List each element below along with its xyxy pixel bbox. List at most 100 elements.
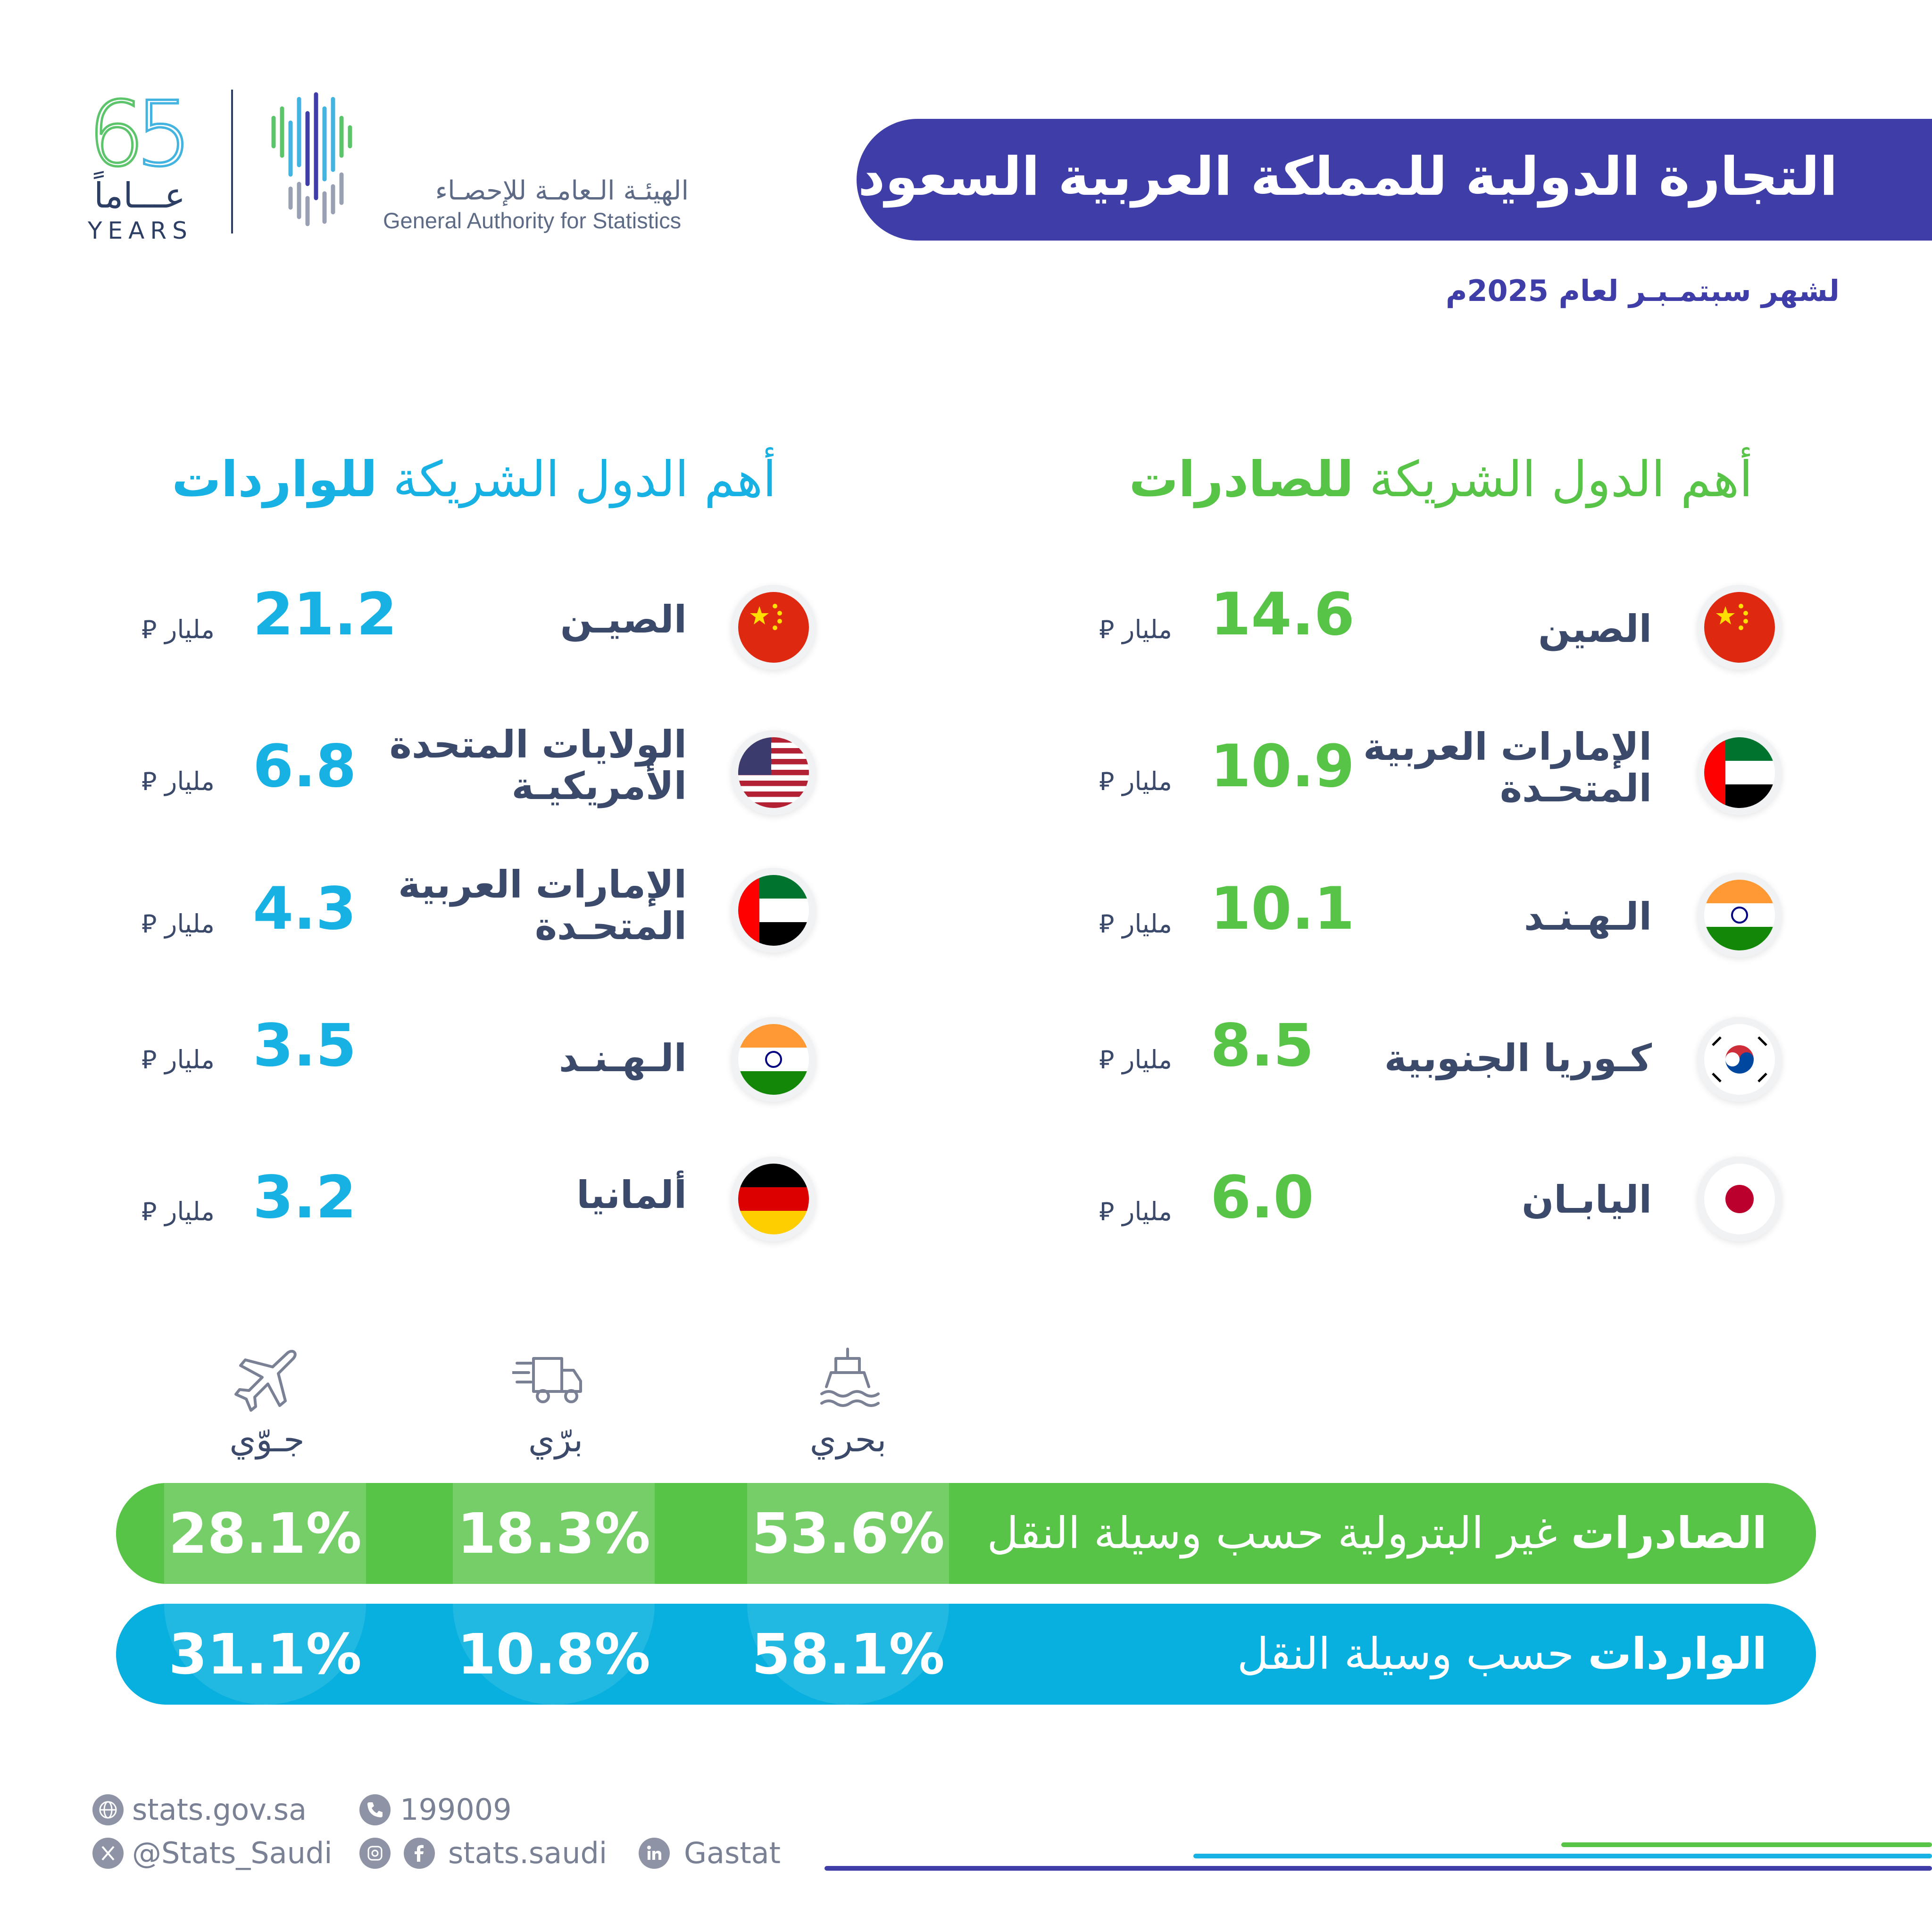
import-value-3: 4.3 xyxy=(253,875,357,943)
export-value-5: 6.0 xyxy=(1210,1164,1314,1232)
export-value-3: 10.1 xyxy=(1210,875,1355,943)
import-country-5: ألمانيا xyxy=(576,1173,687,1217)
plane-icon xyxy=(234,1349,297,1412)
mode-label-land: برّي xyxy=(528,1420,583,1459)
imports-title-bold: للواردات xyxy=(172,450,378,508)
instagram-icon xyxy=(359,1838,391,1869)
imports-label-regular: حسب وسيلة النقل xyxy=(1237,1629,1588,1679)
uae-flag-icon xyxy=(1697,730,1782,815)
import-country-1: الصيـن xyxy=(560,598,687,641)
import-country-2-line2: الأمريكيـة xyxy=(511,764,687,808)
linkedin-icon xyxy=(639,1838,670,1869)
website-link[interactable]: stats.gov.sa xyxy=(132,1792,307,1827)
imports-sea-pct: 58.1% xyxy=(751,1622,945,1687)
org-name-en: General Authority for Statistics xyxy=(383,208,682,233)
import-value-4: 3.5 xyxy=(253,1012,357,1080)
org-name-ar: الهيئـة الـعامـة للإحصـاء xyxy=(435,175,689,206)
page-subtitle: لشهر سبتمـبـر لعام 2025م xyxy=(1445,274,1840,308)
import-country-3-line1: الإمارات العربية xyxy=(398,863,687,907)
exports-air-pct: 28.1% xyxy=(168,1501,362,1566)
imports-section-title: أهم الدول الشريكة للواردات xyxy=(172,450,776,508)
footer-line-purple xyxy=(824,1866,1932,1871)
import-country-3: الإمارات العربية المتحـدة xyxy=(398,864,687,947)
india-flag-icon xyxy=(1697,873,1782,958)
import-value-1: 21.2 xyxy=(253,581,397,649)
phone-number[interactable]: 199009 xyxy=(400,1792,512,1827)
x-twitter-icon xyxy=(92,1838,124,1869)
export-country-1: الصين xyxy=(1538,607,1652,651)
china-flag-icon xyxy=(731,585,816,670)
exports-label-bold: الصادرات xyxy=(1571,1508,1767,1558)
instagram-facebook-handle[interactable]: stats.saudi xyxy=(448,1836,608,1870)
import-unit-2: مليار ⃁ xyxy=(142,766,215,796)
south-korea-flag-icon xyxy=(1697,1017,1782,1102)
exports-land-pct: 18.3% xyxy=(457,1501,650,1566)
import-country-2: الولايات المتحدة الأمريكيـة xyxy=(390,724,687,807)
imports-transport-bar: 58.1% 10.8% 31.1% الواردات حسب وسيلة الن… xyxy=(116,1604,1816,1705)
exports-transport-bar: 53.6% 18.3% 28.1% الصادرات غير البترولية… xyxy=(116,1483,1816,1584)
export-country-5: اليابـان xyxy=(1522,1178,1652,1222)
export-value-4: 8.5 xyxy=(1210,1012,1314,1080)
china-flag-icon xyxy=(1697,585,1782,670)
twitter-handle[interactable]: @Stats_Saudi xyxy=(132,1836,333,1870)
export-country-2: الإمارات العربية المتحـدة xyxy=(1363,726,1652,809)
anniversary-en: YEARS xyxy=(88,217,193,244)
import-value-5: 3.2 xyxy=(253,1164,357,1232)
export-country-3: الـهـنـد xyxy=(1524,895,1652,939)
imports-transport-label: الواردات حسب وسيلة النقل xyxy=(1237,1604,1767,1705)
export-country-2-line1: الإمارات العربية xyxy=(1363,725,1652,769)
import-unit-4: مليار ⃁ xyxy=(142,1045,215,1074)
import-country-4: الـهـنـد xyxy=(558,1036,687,1080)
export-unit-4: مليار ⃁ xyxy=(1099,1045,1172,1074)
truck-icon xyxy=(512,1357,582,1403)
germany-flag-icon xyxy=(731,1157,816,1241)
exports-title-bold: للصادرات xyxy=(1129,450,1354,508)
export-unit-5: مليار ⃁ xyxy=(1099,1197,1172,1226)
exports-section-title: أهم الدول الشريكة للصادرات xyxy=(1129,450,1753,508)
facebook-icon xyxy=(404,1838,435,1869)
usa-flag-icon xyxy=(731,730,816,815)
import-unit-1: مليار ⃁ xyxy=(142,615,215,644)
exports-air-cell xyxy=(164,1483,366,1584)
exports-land-cell xyxy=(453,1483,655,1584)
imports-land-pct: 10.8% xyxy=(457,1622,650,1687)
mode-label-sea: بحري xyxy=(809,1420,887,1459)
export-value-2: 10.9 xyxy=(1210,733,1355,800)
export-unit-1: مليار ⃁ xyxy=(1099,615,1172,644)
title-banner: التجارة الدولية للمملكة العربية السعودية xyxy=(806,119,1932,241)
exports-sea-pct: 53.6% xyxy=(751,1501,945,1566)
page-title: التجارة الدولية للمملكة العربية السعودية xyxy=(806,146,1838,208)
anniversary-logo: 65 عـــاماً YEARS xyxy=(87,82,206,244)
phone-icon xyxy=(359,1794,391,1825)
exports-label-regular: غير البترولية حسب وسيلة النقل xyxy=(987,1508,1571,1558)
linkedin-handle[interactable]: Gastat xyxy=(684,1836,781,1870)
imports-title-regular: أهم الدول الشريكة xyxy=(377,450,776,508)
import-unit-5: مليار ⃁ xyxy=(142,1197,215,1226)
imports-air-pct: 31.1% xyxy=(168,1622,362,1687)
logo-divider xyxy=(231,90,233,233)
exports-transport-label: الصادرات غير البترولية حسب وسيلة النقل xyxy=(987,1483,1767,1584)
export-unit-2: مليار ⃁ xyxy=(1099,766,1172,796)
import-value-2: 6.8 xyxy=(253,733,357,800)
exports-title-regular: أهم الدول الشريكة xyxy=(1354,450,1753,508)
import-country-3-line2: المتحـدة xyxy=(534,904,687,948)
imports-label-bold: الواردات xyxy=(1588,1629,1767,1679)
japan-flag-icon xyxy=(1697,1157,1782,1241)
anniversary-number: 65 xyxy=(87,82,194,186)
exports-sea-cell xyxy=(747,1483,949,1584)
export-value-1: 14.6 xyxy=(1210,581,1355,649)
india-flag-icon xyxy=(731,1017,816,1102)
export-country-2-line2: المتحـدة xyxy=(1499,766,1652,810)
mode-label-air: جـوّي xyxy=(229,1420,305,1459)
export-country-4: كـوريا الجنوبية xyxy=(1384,1036,1652,1080)
import-country-2-line1: الولايات المتحدة xyxy=(389,723,687,766)
export-unit-3: مليار ⃁ xyxy=(1099,909,1172,939)
anniversary-ar: عـــاماً xyxy=(94,175,185,216)
ship-icon xyxy=(820,1348,880,1407)
footer-line-blue xyxy=(1193,1854,1932,1858)
import-unit-3: مليار ⃁ xyxy=(142,909,215,939)
footer-line-green xyxy=(1561,1842,1932,1847)
uae-flag-icon xyxy=(731,868,816,953)
gastat-logo-icon xyxy=(271,92,352,226)
globe-icon xyxy=(92,1794,124,1825)
